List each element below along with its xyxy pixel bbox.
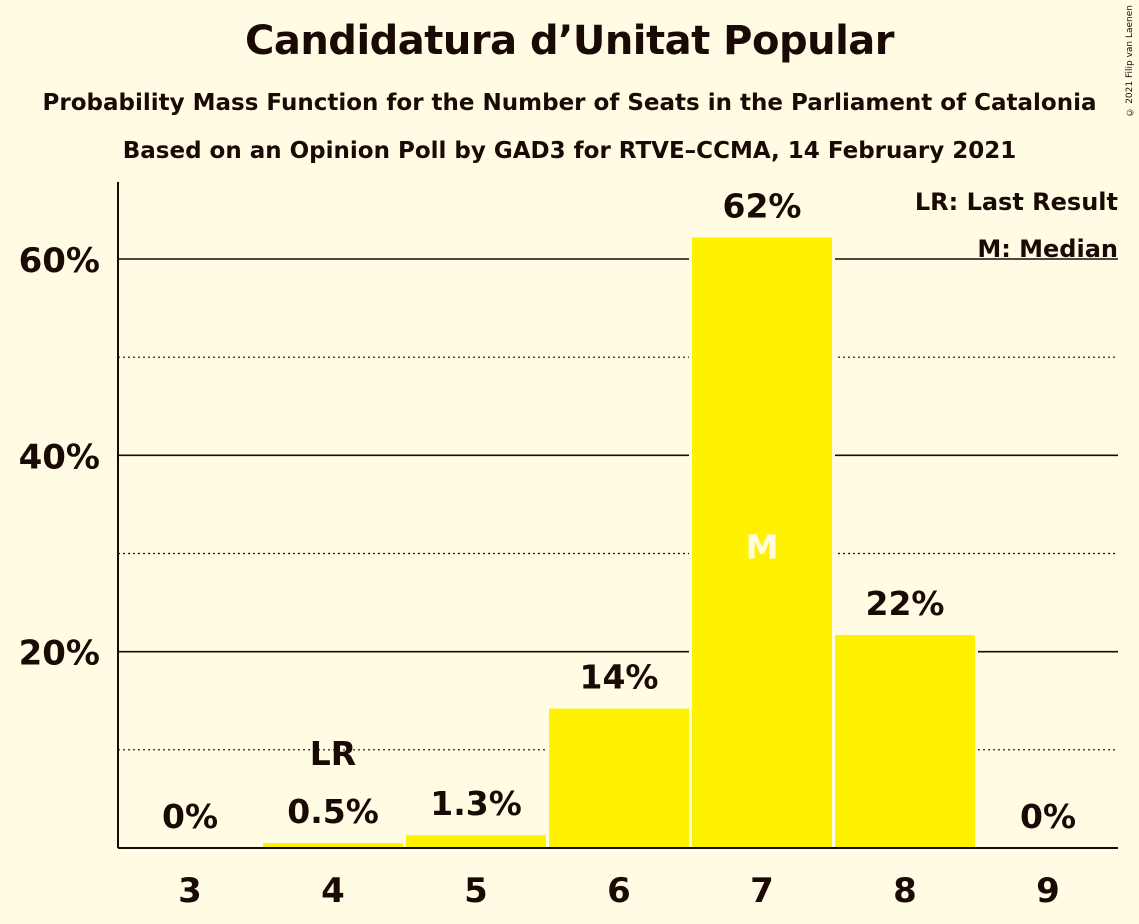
x-tick-label: 5 [464, 871, 488, 911]
legend-median: M: Median [977, 235, 1118, 263]
x-tick-label: 7 [750, 871, 774, 911]
data-label: 62% [723, 186, 802, 225]
chart-title: Candidatura d’Unitat Popular [244, 18, 895, 64]
data-label: 22% [866, 584, 945, 623]
y-tick-label: 60% [19, 241, 100, 281]
legend-last-result: LR: Last Result [915, 188, 1118, 216]
data-label: 0.5% [287, 792, 379, 831]
bar [835, 634, 975, 848]
data-label: 14% [580, 658, 659, 697]
x-tick-label: 9 [1036, 871, 1060, 911]
median-marker: M [746, 528, 779, 567]
bar [692, 237, 832, 849]
y-tick-label: 20% [19, 634, 100, 674]
bar [406, 835, 546, 848]
x-tick-label: 8 [893, 871, 917, 911]
data-label: 0% [1020, 797, 1076, 836]
legend: LR: Last Result M: Median [915, 188, 1118, 263]
data-label: 0% [162, 797, 218, 836]
bar [263, 843, 403, 848]
data-labels: 0% 3 0.5% 4 LR 1.3% 5 14% 6 62% 7 M 22% 8 0% 9 [162, 186, 1076, 911]
axes [117, 182, 1118, 849]
y-tick-label: 40% [19, 437, 100, 477]
bar [549, 708, 689, 848]
x-tick-label: 6 [607, 871, 631, 911]
last-result-marker: LR [310, 734, 356, 773]
chart-subtitle: Probability Mass Function for the Number… [42, 90, 1097, 116]
x-tick-label: 4 [321, 871, 345, 911]
bars [117, 235, 1121, 849]
x-tick-label: 3 [178, 871, 202, 911]
gridlines: 20% 40% 60% [19, 241, 1118, 751]
data-label: 1.3% [430, 784, 522, 823]
chart-source-line: Based on an Opinion Poll by GAD3 for RTV… [122, 138, 1017, 164]
